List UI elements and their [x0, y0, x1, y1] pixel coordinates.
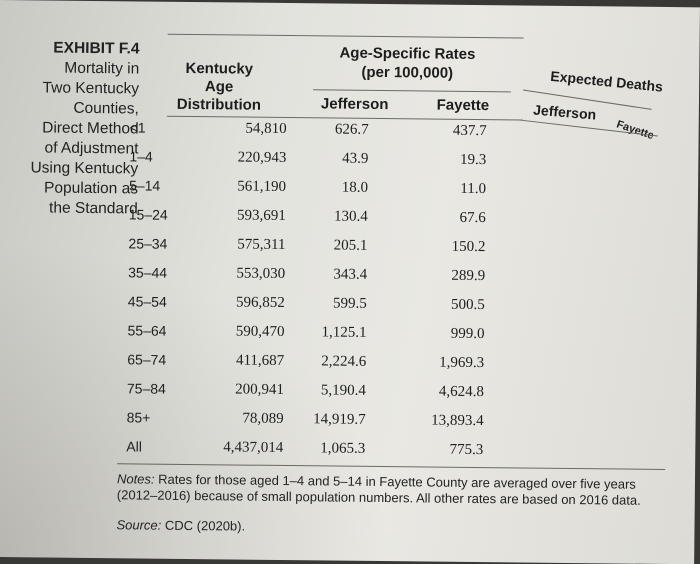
jefferson-rate-cell: 2,224.6 [321, 353, 367, 370]
kentucky-population-cell: 220,943 [237, 149, 287, 167]
source-text: CDC (2020b). [164, 517, 246, 534]
caption-line: Two Kentucky [42, 79, 140, 98]
fayette-rate-cell: 11.0 [460, 180, 487, 198]
kentucky-age-distribution-header: Kentucky Age Distribution [169, 60, 270, 115]
age-group-cell: 15–24 [128, 206, 168, 223]
table-notes: Notes: Rates for those aged 1–4 and 5–14… [117, 471, 677, 509]
jefferson-rate-cell: 130.4 [333, 208, 368, 225]
fayette-rate-cell: 999.0 [450, 325, 485, 343]
kentucky-population-cell: 596,852 [236, 294, 285, 311]
jefferson-rate-cell: 343.4 [333, 266, 368, 283]
age-group-cell: 5–14 [128, 177, 161, 194]
age-group-cell: 55–64 [127, 322, 167, 339]
jefferson-rate-cell: 205.1 [333, 237, 368, 254]
jefferson-rate-cell: 626.7 [334, 121, 369, 138]
age-group-cell: 75–84 [126, 380, 166, 397]
table-row: 85+ 78,089 14,919.7 13,893.4 [0, 408, 696, 441]
table-row: 35–44 553,030 343.4 289.9 [0, 263, 697, 296]
jefferson-rate-cell: 1,125.1 [321, 324, 367, 341]
table-row: 45–54 596,852 599.5 500.5 [0, 292, 697, 325]
fayette-rate-cell: 67.6 [459, 209, 486, 227]
source-label: Source: [116, 517, 162, 533]
kentucky-population-cell: 4,437,014 [223, 439, 284, 456]
fayette-rate-cell: 775.3 [449, 441, 484, 459]
notes-label: Notes: [116, 471, 155, 487]
header-line: (per 100,000) [361, 63, 454, 82]
caption-line: Mortality in [64, 59, 140, 78]
jefferson-rate-cell: 5,190.4 [320, 382, 367, 399]
jefferson-rate-cell: 599.5 [333, 295, 367, 312]
fayette-rate-cell: 437.7 [452, 122, 487, 140]
age-specific-rates-rule [313, 89, 512, 93]
fayette-rate-cell: 289.9 [451, 267, 486, 285]
kentucky-population-cell: 561,190 [237, 178, 287, 196]
jefferson-rate-cell: 43.9 [342, 150, 369, 167]
jefferson-header: Jefferson [320, 95, 389, 114]
jefferson-rate-cell: 14,919.7 [313, 411, 366, 428]
kentucky-population-cell: 54,810 [245, 120, 287, 138]
age-group-cell: 45–54 [127, 293, 167, 310]
kentucky-population-cell: 200,941 [235, 381, 285, 398]
age-specific-rates-header: Age-Specific Rates (per 100,000) [317, 43, 497, 83]
fayette-rate-cell: 4,624.8 [438, 383, 485, 401]
expected-jefferson-header: Jefferson [532, 101, 597, 123]
age-group-cell: 65–74 [127, 351, 167, 368]
caption-line: Counties, [73, 99, 139, 118]
fayette-rate-cell: 1,969.3 [439, 354, 485, 372]
age-group-cell: 85+ [126, 409, 151, 426]
age-group-cell: 1–4 [129, 148, 153, 165]
table-row: 65–74 411,687 2,224.6 1,969.3 [0, 350, 696, 383]
kentucky-population-cell: 575,311 [237, 236, 286, 254]
table-row: 55–64 590,470 1,125.1 999.0 [0, 321, 697, 354]
header-line: Distribution [176, 95, 262, 114]
age-group-cell: 25–34 [128, 235, 168, 252]
age-group-cell: <1 [129, 119, 146, 136]
kentucky-population-cell: 593,691 [236, 207, 286, 225]
kentucky-population-cell: 590,470 [235, 323, 285, 340]
fayette-rate-cell: 500.5 [450, 296, 485, 314]
fayette-rate-cell: 13,893.4 [431, 412, 484, 430]
fayette-rate-cell: 19.3 [460, 151, 487, 169]
expected-deaths-header: Expected Deaths [549, 67, 664, 95]
jefferson-rate-cell: 18.0 [341, 179, 369, 196]
table-source: Source: CDC (2020b). [116, 517, 245, 533]
header-line: Kentucky [185, 59, 254, 78]
header-line: Age [204, 78, 234, 96]
age-group-cell: All [126, 438, 142, 455]
kentucky-population-cell: 411,687 [235, 352, 285, 369]
notes-text: Rates for those aged 1–4 and 5–14 in Fay… [116, 471, 641, 508]
header-line: Age-Specific Rates [339, 44, 476, 63]
table-row: 75–84 200,941 5,190.4 4,624.8 [0, 379, 696, 412]
table-row: 15–24 593,691 130.4 67.6 [0, 205, 698, 238]
kentucky-population-cell: 553,030 [236, 265, 286, 283]
jefferson-rate-cell: 1,065.3 [320, 440, 366, 457]
age-group-cell: 35–44 [128, 264, 168, 281]
table-top-rule [167, 33, 524, 39]
fayette-header: Fayette [436, 96, 490, 115]
table-row: 25–34 575,311 205.1 150.2 [0, 234, 698, 267]
exhibit-label: EXHIBIT F.4 [53, 39, 140, 58]
fayette-rate-cell: 150.2 [451, 238, 486, 256]
kentucky-population-cell: 78,089 [242, 410, 284, 427]
